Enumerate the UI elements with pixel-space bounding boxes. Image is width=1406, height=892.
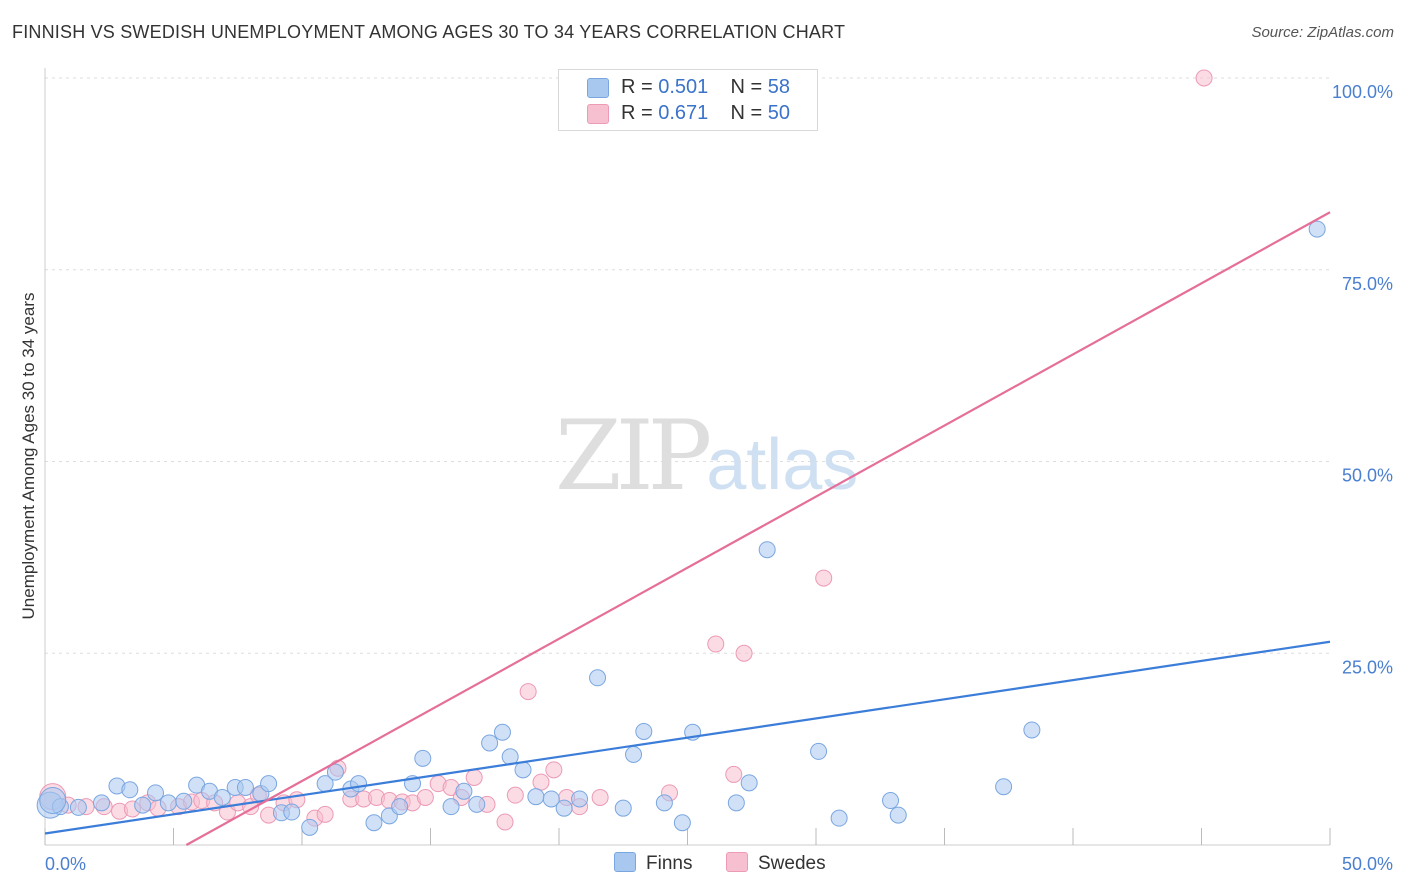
swedes-point-44	[725, 765, 743, 783]
swedes-swatch	[587, 104, 609, 124]
swedes-point-34	[496, 813, 514, 831]
swedes-r-value: 0.671	[658, 102, 709, 124]
finns-point-43	[635, 722, 653, 740]
finns-point-7	[147, 784, 165, 802]
finns-point-47	[727, 794, 745, 812]
finns-point-48	[740, 774, 758, 792]
finns-point-31	[468, 795, 486, 813]
bottom-swedes-swatch	[726, 852, 748, 872]
swedes-point-36	[519, 683, 537, 701]
finns-point-16	[260, 775, 278, 793]
finns-point-19	[301, 818, 319, 836]
finns-point-6	[134, 796, 152, 814]
finns-point-5	[121, 781, 139, 799]
swedes-point-43	[707, 635, 725, 653]
swedes-trend-line	[185, 211, 1331, 846]
bottom-legend-swedes: Swedes	[726, 852, 826, 875]
finns-point-45	[673, 814, 691, 832]
finns-n-value: 58	[767, 76, 791, 98]
swedes-point-48	[815, 569, 833, 587]
finns-point-26	[391, 798, 409, 816]
swedes-point-20	[316, 805, 334, 823]
finns-point-12	[213, 788, 231, 806]
finns-point-14	[236, 778, 254, 796]
swedes-point-41	[591, 788, 609, 806]
finns-point-49	[758, 541, 776, 559]
finns-point-28	[414, 749, 432, 767]
finns-point-44	[655, 794, 673, 812]
swedes-r-label: R =	[621, 102, 659, 124]
finns-point-36	[527, 788, 545, 806]
finns-point-3	[93, 794, 111, 812]
swedes-point-49	[1195, 69, 1213, 87]
finns-point-24	[365, 814, 383, 832]
finns-point-8	[159, 794, 177, 812]
chart-title: FINNISH VS SWEDISH UNEMPLOYMENT AMONG AG…	[12, 22, 846, 42]
finns-point-21	[326, 763, 344, 781]
finns-point-52	[882, 792, 900, 810]
watermark: ZIPatlas	[555, 400, 858, 512]
swedes-point-37	[532, 773, 550, 791]
finns-point-18	[283, 803, 301, 821]
bottom-swedes-label: Swedes	[758, 853, 826, 874]
finns-n-label: N =	[730, 76, 768, 98]
finns-point-38	[555, 799, 573, 817]
finns-point-40	[589, 669, 607, 687]
finns-point-39	[571, 790, 589, 808]
finns-point-56	[1308, 220, 1326, 238]
finns-r-value: 0.501	[658, 76, 709, 98]
finns-point-42	[625, 745, 643, 763]
swedes-n-label: N =	[730, 102, 768, 124]
swedes-n-value: 50	[767, 102, 791, 124]
swedes-point-28	[416, 788, 434, 806]
bottom-finns-swatch	[614, 852, 636, 872]
y-tick-label-2: 50.0%	[1342, 466, 1393, 486]
y-tick-label-1: 75.0%	[1342, 274, 1393, 294]
finns-point-57	[39, 787, 67, 815]
finns-point-51	[830, 809, 848, 827]
finns-point-53	[889, 806, 907, 824]
finns-r-label: R =	[621, 76, 659, 98]
bottom-legend-finns: Finns	[614, 852, 692, 875]
y-axis-label: Unemployment Among Ages 30 to 34 years	[19, 293, 38, 620]
watermark-atlas: atlas	[706, 425, 859, 505]
source-credit: Source: ZipAtlas.com	[1251, 24, 1394, 41]
x-tick-label-1: 50.0%	[1342, 854, 1393, 874]
stats-legend: R = 0.501 N = 58 R = 0.671 N = 50	[558, 69, 818, 131]
swedes-point-35	[506, 786, 524, 804]
bottom-finns-label: Finns	[646, 853, 693, 874]
watermark-zip: ZIP	[555, 400, 712, 512]
x-tick-label-0: 0.0%	[45, 854, 86, 874]
finns-point-37	[542, 790, 560, 808]
finns-point-54	[995, 778, 1013, 796]
finns-point-35	[514, 761, 532, 779]
finns-point-41	[614, 799, 632, 817]
finns-point-29	[442, 798, 460, 816]
finns-point-2	[69, 798, 87, 816]
finns-point-33	[493, 723, 511, 741]
finns-swatch	[587, 78, 609, 98]
swedes-point-45	[735, 644, 753, 662]
y-tick-label-3: 25.0%	[1342, 657, 1393, 677]
finns-point-32	[481, 734, 499, 752]
finns-trend-line	[44, 640, 1331, 835]
finns-point-50	[810, 742, 828, 760]
finns-point-9	[175, 792, 193, 810]
finns-point-23	[350, 775, 368, 793]
finns-point-55	[1023, 721, 1041, 739]
swedes-point-38	[545, 761, 563, 779]
y-tick-label-0: 100.0%	[1332, 82, 1393, 102]
swedes-point-32	[465, 769, 483, 787]
finns-point-30	[455, 782, 473, 800]
